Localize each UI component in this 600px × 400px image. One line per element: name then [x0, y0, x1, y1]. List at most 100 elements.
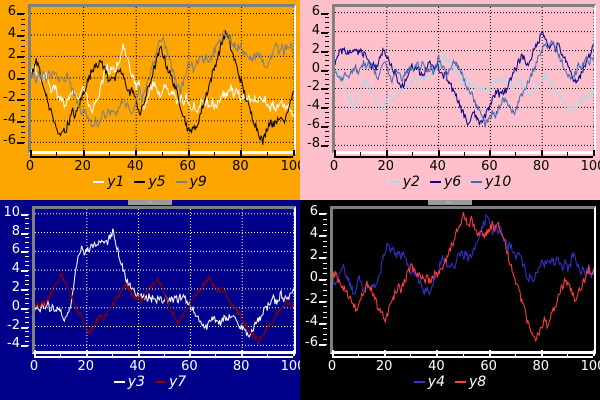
series-line-y10 — [335, 39, 594, 128]
legend-entry-y7[interactable]: y7 — [155, 374, 186, 390]
legend-entry-y8[interactable]: y8 — [455, 374, 486, 390]
x-axis-major-tick — [34, 350, 36, 356]
y-axis-minor-tick — [325, 26, 329, 28]
panel-drag-handle[interactable]: ⋯ — [428, 200, 472, 206]
y-axis-tick-label: -8 — [307, 136, 320, 152]
y-axis-minor-tick — [21, 88, 25, 90]
legend-label-y5: y5 — [148, 174, 166, 190]
legend-swatch-y8 — [455, 381, 466, 383]
x-axis-tick-label: 20 — [375, 359, 393, 374]
x-axis-minor-tick — [56, 152, 58, 156]
x-axis-major-tick — [293, 150, 295, 156]
x-axis-tick-label: 80 — [532, 159, 550, 174]
legend-entry-y10[interactable]: y10 — [471, 174, 511, 190]
legend-label-y8: y8 — [469, 374, 487, 390]
x-axis-tick-label: 60 — [480, 359, 497, 374]
y-axis-minor-tick — [323, 224, 327, 226]
x-axis-major-tick — [241, 350, 244, 356]
legend-swatch-y3 — [113, 381, 125, 383]
x-axis-tick-label: 100 — [580, 359, 600, 374]
y-axis-minor-tick — [325, 107, 329, 109]
x-axis-minor-tick — [514, 352, 516, 356]
y-axis-minor-tick — [323, 295, 327, 297]
y-axis-minor-tick — [325, 69, 329, 71]
y-axis-minor-tick — [323, 213, 327, 215]
y-axis-minor-tick — [21, 18, 25, 20]
x-axis-tick-label: 0 — [25, 159, 35, 174]
y-axis-minor-tick — [25, 312, 29, 314]
legend-entry-y5[interactable]: y5 — [134, 174, 166, 190]
plot-legend[interactable]: y4 y8 — [300, 374, 600, 390]
y-axis-tick-label: 6 — [7, 4, 16, 20]
y-axis-minor-tick — [25, 246, 29, 248]
plot-legend[interactable]: y2 y6 y10 — [300, 174, 600, 190]
y-axis-minor-tick — [323, 328, 327, 330]
series-line-y8 — [333, 211, 594, 342]
y-axis-tick-label: -4 — [305, 313, 318, 329]
y-axis-major-tick — [21, 326, 28, 329]
y-axis-minor-tick — [25, 303, 29, 305]
y-axis-major-tick — [321, 145, 328, 148]
x-axis-tick-label: 100 — [580, 159, 600, 174]
y-axis-major-tick — [17, 120, 24, 123]
x-axis-major-tick — [541, 150, 544, 156]
y-axis-minor-tick — [21, 126, 25, 128]
y-axis-minor-tick — [325, 83, 329, 85]
panel-drag-handle[interactable]: ⋯ — [128, 200, 172, 206]
y-axis-tick-label: 4 — [311, 22, 320, 38]
y-axis-minor-tick — [25, 331, 29, 333]
plot-area — [330, 206, 596, 354]
y-axis-minor-tick — [25, 293, 29, 295]
plot-canvas — [333, 211, 594, 342]
x-axis-tick-label: 80 — [232, 159, 249, 174]
legend-entry-y1[interactable]: y1 — [93, 174, 124, 190]
series-line-y3 — [35, 228, 294, 338]
y-axis-major-tick — [321, 31, 328, 34]
series-line-y5 — [31, 30, 294, 145]
plot-legend[interactable]: y1 y5 y9 — [0, 174, 300, 190]
legend-entry-y9[interactable]: y9 — [175, 174, 207, 190]
y-axis-major-tick — [21, 288, 28, 291]
y-axis-minor-tick — [323, 218, 327, 220]
y-axis-minor-tick — [21, 115, 25, 117]
y-axis-minor-tick — [323, 251, 327, 253]
x-axis-minor-tick — [111, 352, 113, 356]
legend-entry-y2[interactable]: y2 — [388, 174, 420, 190]
x-axis-minor-tick — [163, 352, 165, 356]
y-axis-minor-tick — [325, 64, 329, 66]
plot-legend[interactable]: y3 y7 — [0, 374, 300, 390]
y-axis-minor-tick — [25, 307, 29, 309]
y-axis-minor-tick — [323, 278, 327, 280]
y-axis-minor-tick — [325, 97, 329, 99]
legend-label-y3: y3 — [127, 374, 145, 390]
y-axis-tick-label: 6 — [309, 204, 318, 220]
legend-label-y4: y4 — [427, 374, 445, 390]
y-axis-minor-tick — [25, 223, 29, 225]
y-axis-minor-tick — [325, 55, 329, 57]
legend-swatch-y4 — [413, 381, 425, 383]
y-axis-minor-tick — [25, 284, 29, 286]
y-axis-major-tick — [319, 213, 326, 216]
y-axis-major-tick — [17, 142, 24, 145]
y-axis-major-tick — [321, 12, 328, 15]
y-axis-major-tick — [319, 344, 326, 347]
y-axis-minor-tick — [21, 83, 25, 85]
legend-label-y7: y7 — [169, 374, 187, 390]
legend-entry-y3[interactable]: y3 — [113, 374, 145, 390]
y-axis-minor-tick — [325, 50, 329, 52]
y-axis-minor-tick — [21, 94, 25, 96]
y-axis-minor-tick — [25, 265, 29, 267]
y-axis-tick-label: 0 — [309, 269, 318, 285]
x-axis-tick-label: 80 — [532, 359, 550, 374]
y-axis-minor-tick — [25, 345, 29, 347]
x-axis-tick-label: 100 — [280, 359, 300, 374]
legend-entry-y4[interactable]: y4 — [413, 374, 445, 390]
y-axis-tick-label: -6 — [305, 335, 318, 351]
y-axis-minor-tick — [325, 121, 329, 123]
y-axis-tick-label: 8 — [11, 223, 20, 239]
legend-entry-y6[interactable]: y6 — [429, 174, 461, 190]
